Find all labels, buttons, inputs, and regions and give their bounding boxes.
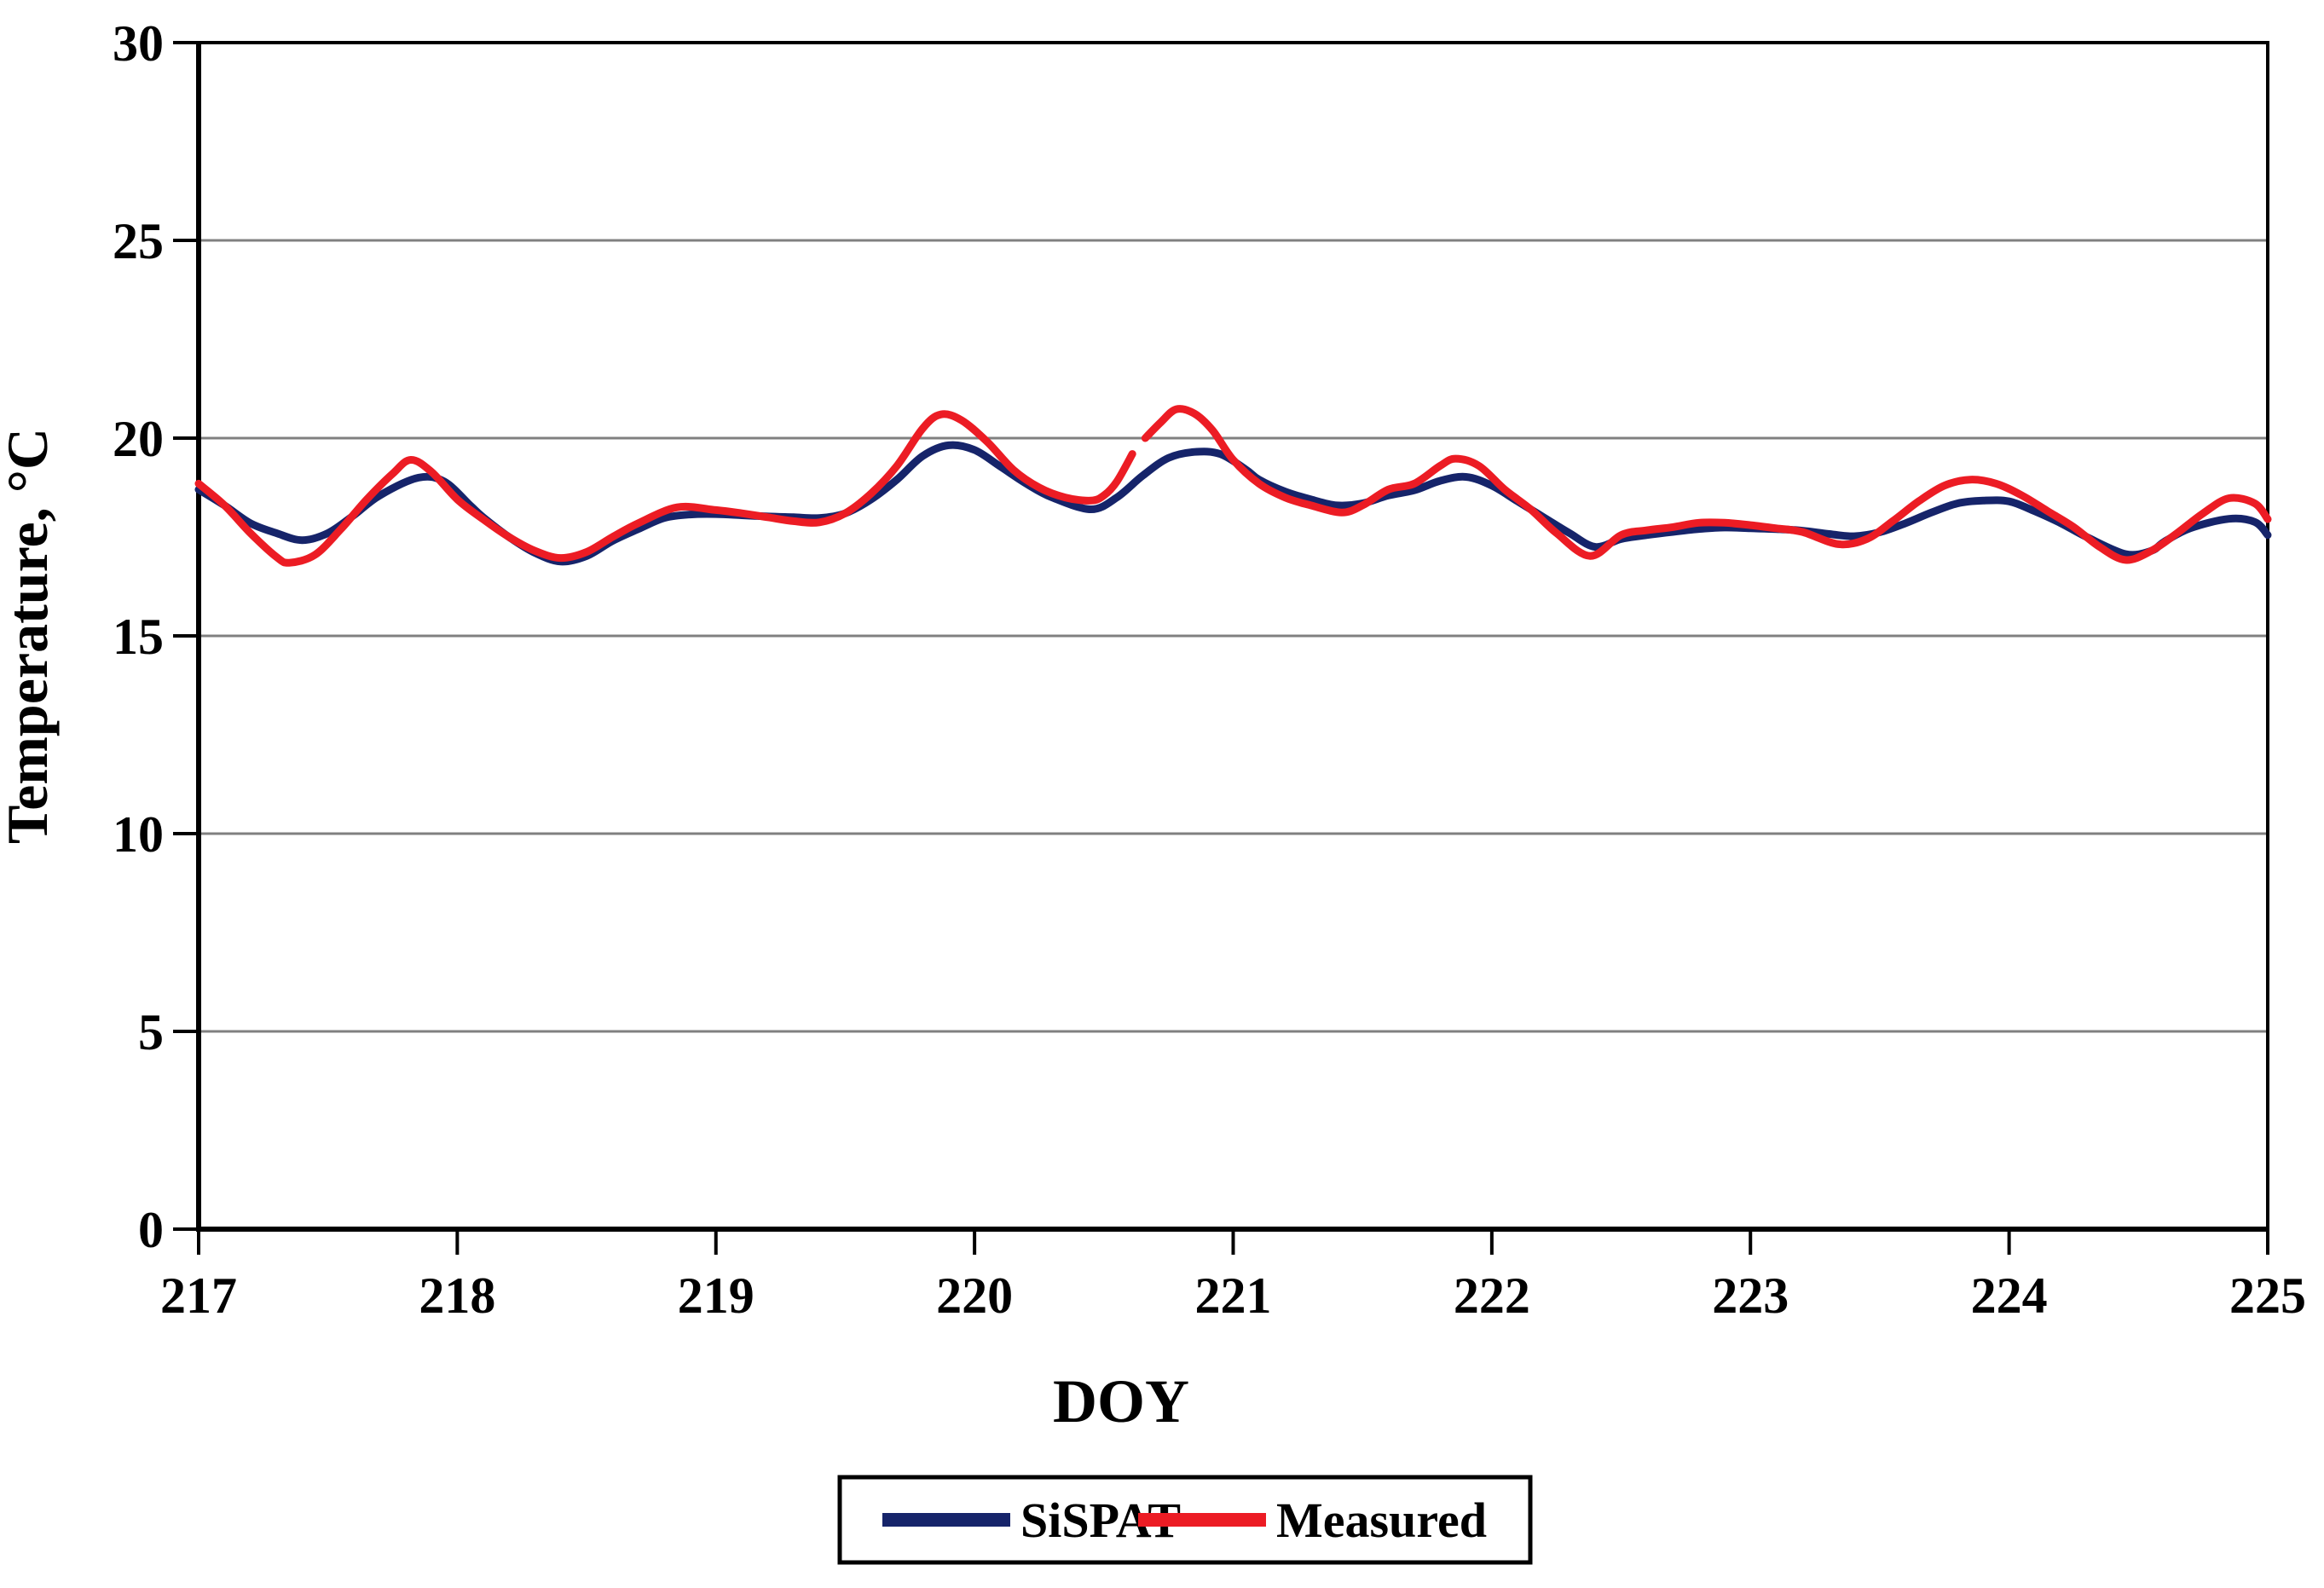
y-tick-label: 25 [113,213,164,269]
axis-tick-labels: 0 5 10 15 20 25 30 217 218 219 220 221 222 223 224 225 [113,15,2306,1324]
x-tick-label: 223 [1712,1268,1789,1324]
x-tick-label: 217 [160,1268,237,1324]
y-tick-label: 10 [113,806,164,863]
y-tick-label: 30 [113,15,164,72]
x-tick-label: 219 [678,1268,754,1324]
gridlines [199,239,2268,1033]
series-path-measured [1141,405,2272,564]
y-tick-label: 5 [138,1004,164,1060]
series-lines [194,405,2272,567]
x-tick-label: 224 [1971,1268,2048,1324]
y-tick-label: 20 [113,411,164,467]
y-tick-label: 0 [138,1202,164,1258]
x-axis-title: DOY [1053,1367,1189,1435]
x-tick-label: 218 [419,1268,495,1324]
series-path-measured [194,410,1136,567]
x-tick-label: 220 [936,1268,1013,1324]
x-tick-label: 225 [2229,1268,2306,1324]
y-axis-title: Temperature, °C [0,428,60,844]
x-tick-label: 221 [1195,1268,1272,1324]
y-tick-label: 15 [113,609,164,665]
legend-label-measured: Measured [1276,1493,1487,1548]
axis-ticks [173,41,2269,1255]
legend: SiSPAT Measured [837,1475,1533,1565]
x-tick-label: 222 [1454,1268,1530,1324]
